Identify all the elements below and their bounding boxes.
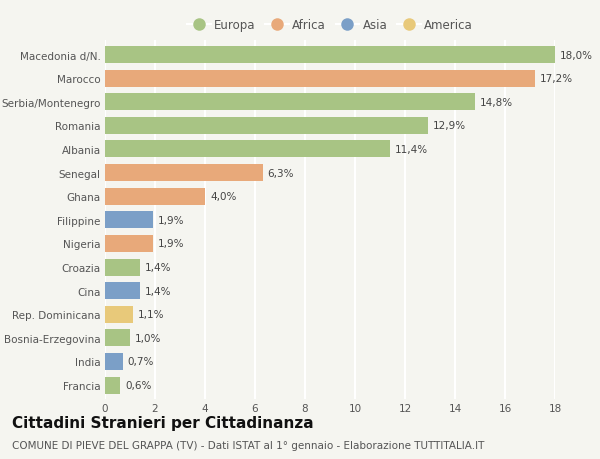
Text: 17,2%: 17,2%	[540, 74, 573, 84]
Bar	[105, 141, 390, 158]
Text: 0,7%: 0,7%	[128, 357, 154, 367]
Text: 1,4%: 1,4%	[145, 286, 172, 296]
Legend: Europa, Africa, Asia, America: Europa, Africa, Asia, America	[185, 17, 475, 34]
Bar	[105, 47, 555, 64]
Text: 1,4%: 1,4%	[145, 263, 172, 273]
Text: 1,9%: 1,9%	[157, 215, 184, 225]
Text: 18,0%: 18,0%	[560, 50, 593, 61]
Text: 11,4%: 11,4%	[395, 145, 428, 155]
Bar	[105, 165, 263, 182]
Text: 1,1%: 1,1%	[137, 309, 164, 319]
Bar	[105, 212, 152, 229]
Text: 0,6%: 0,6%	[125, 380, 151, 390]
Bar	[105, 259, 140, 276]
Text: COMUNE DI PIEVE DEL GRAPPA (TV) - Dati ISTAT al 1° gennaio - Elaborazione TUTTIT: COMUNE DI PIEVE DEL GRAPPA (TV) - Dati I…	[12, 440, 484, 450]
Bar	[105, 377, 120, 394]
Bar	[105, 235, 152, 252]
Bar	[105, 188, 205, 205]
Bar	[105, 118, 427, 134]
Text: 6,3%: 6,3%	[268, 168, 294, 178]
Text: 1,0%: 1,0%	[135, 333, 161, 343]
Bar	[105, 353, 122, 370]
Text: 1,9%: 1,9%	[157, 239, 184, 249]
Text: 4,0%: 4,0%	[210, 192, 236, 202]
Bar	[105, 282, 140, 299]
Bar	[105, 306, 133, 323]
Bar	[105, 330, 130, 347]
Text: 14,8%: 14,8%	[480, 98, 513, 107]
Bar	[105, 71, 535, 88]
Text: 12,9%: 12,9%	[433, 121, 466, 131]
Bar	[105, 94, 475, 111]
Text: Cittadini Stranieri per Cittadinanza: Cittadini Stranieri per Cittadinanza	[12, 415, 314, 431]
